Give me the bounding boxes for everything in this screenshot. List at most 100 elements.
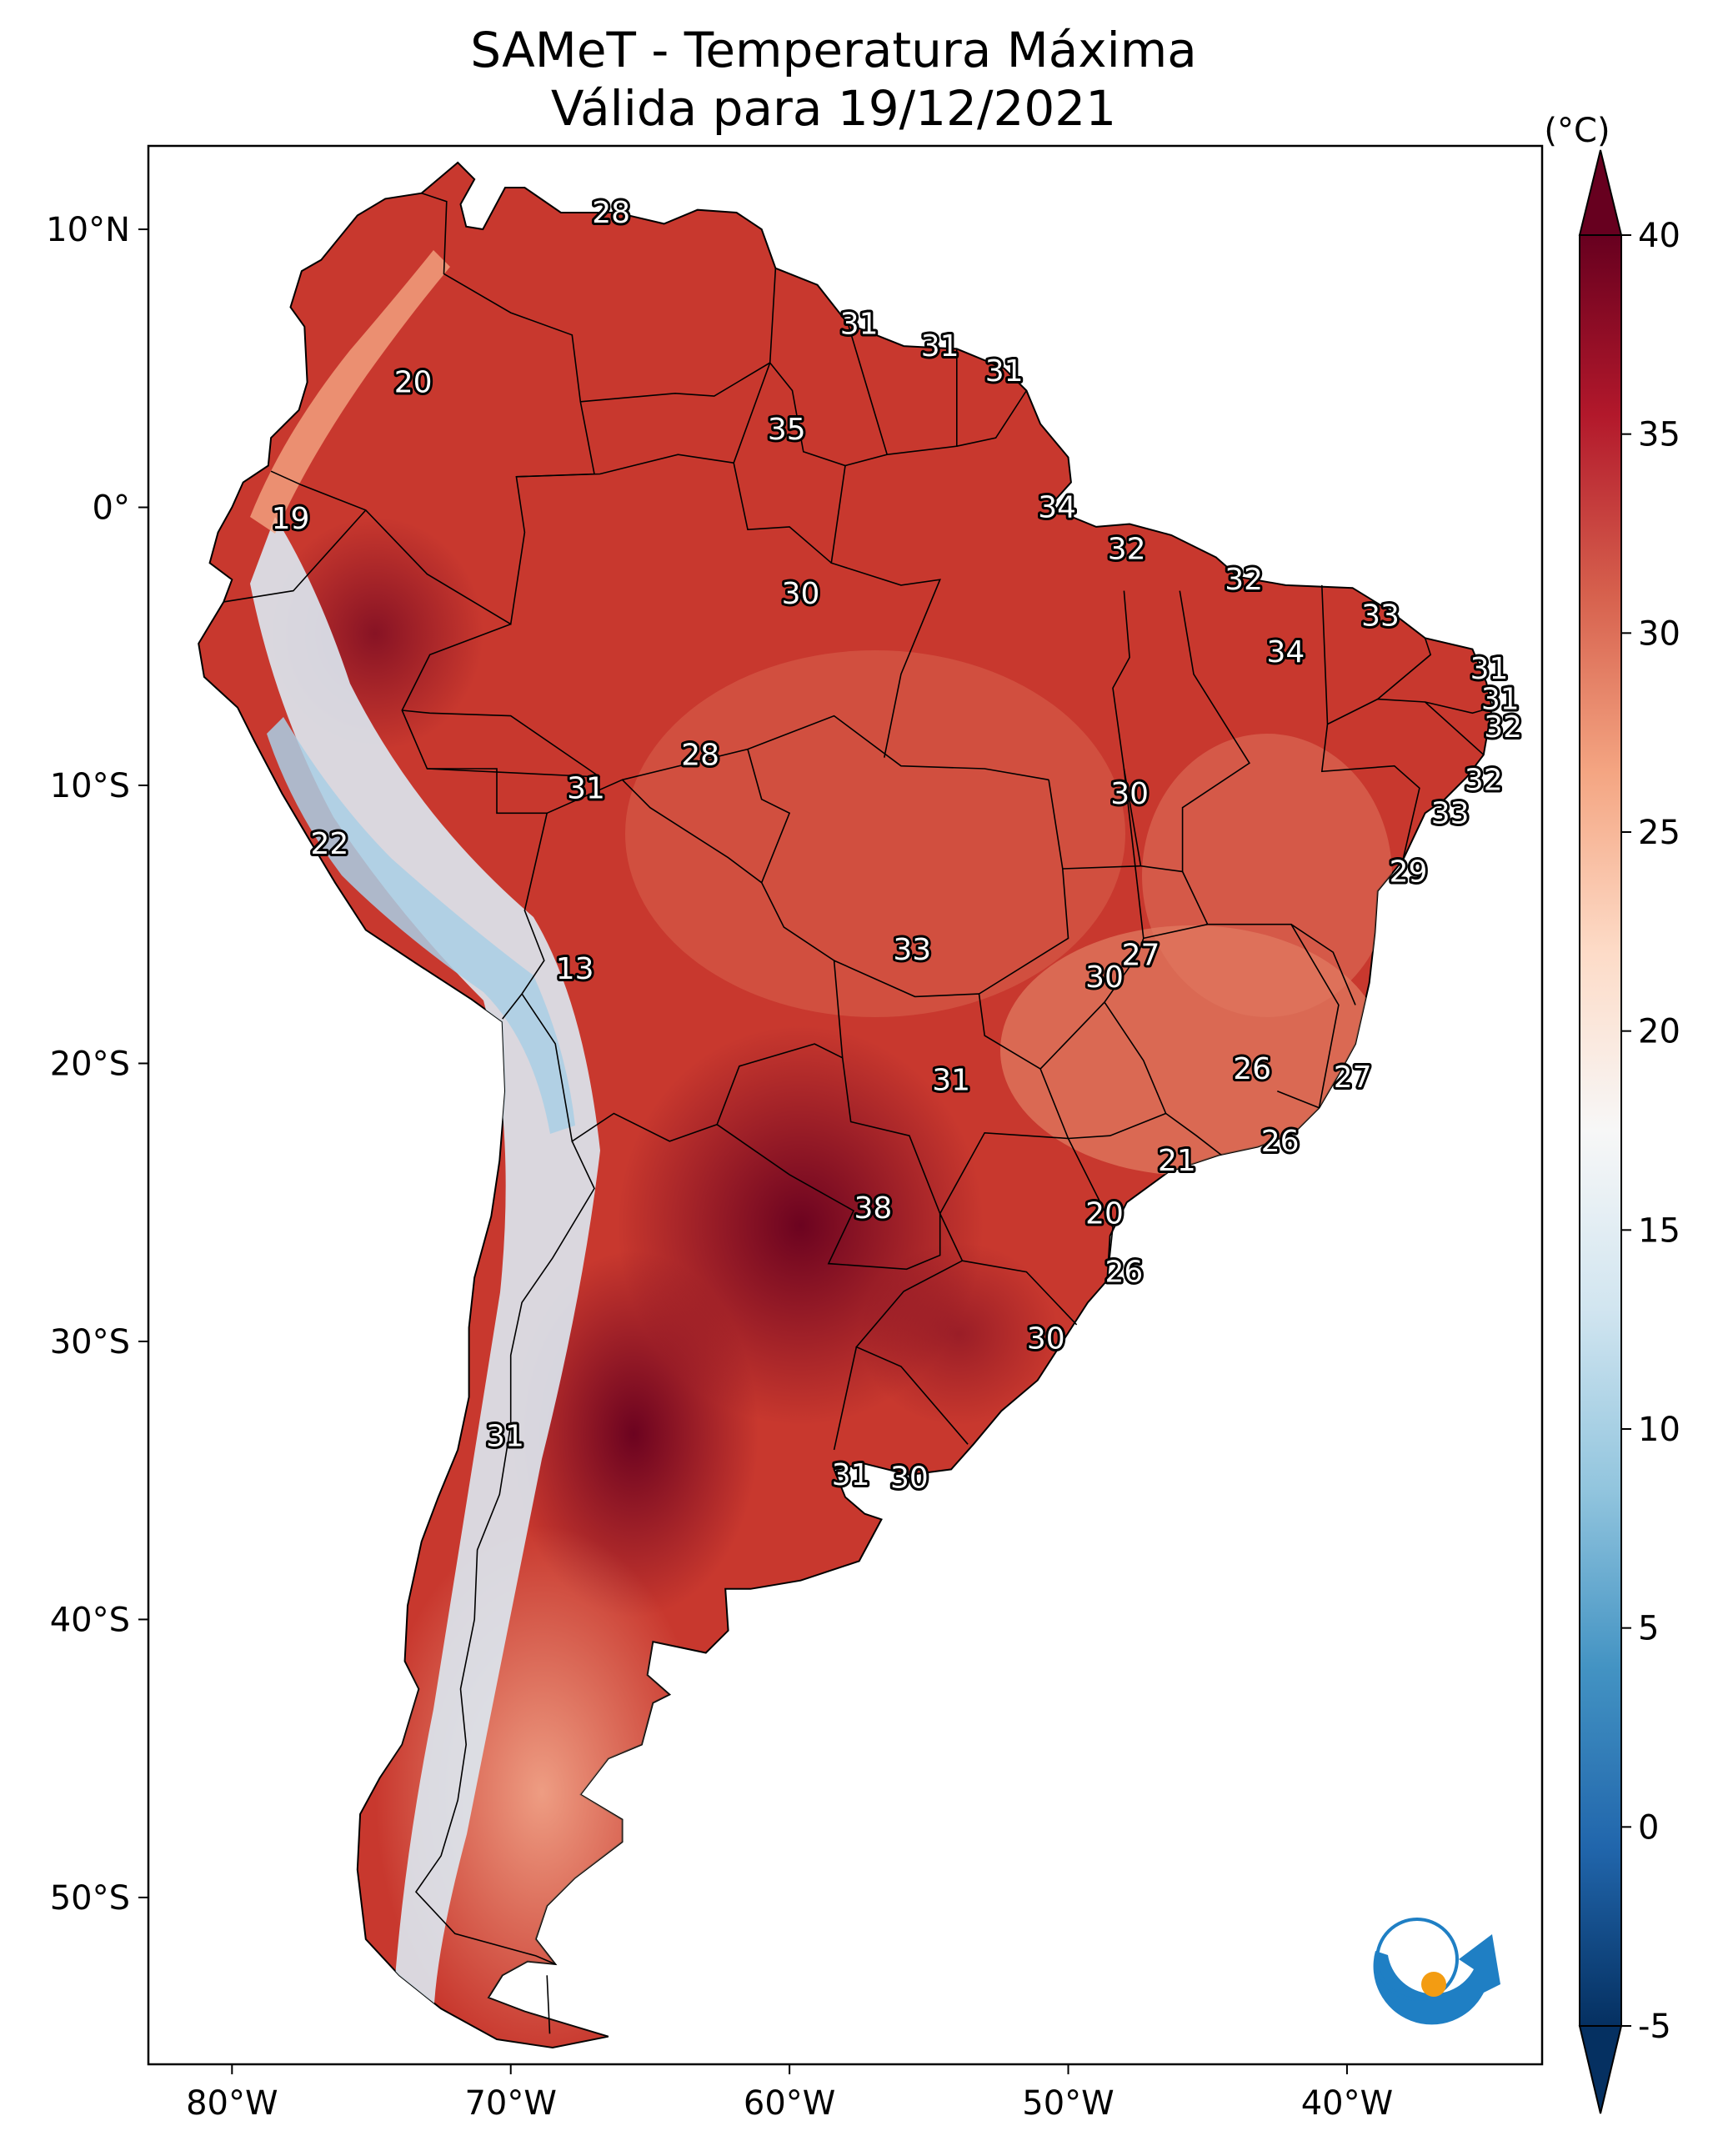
border-line — [1112, 590, 1183, 873]
latitude-tick-label: 10°S — [50, 767, 130, 805]
longitude-tick-label: 40°W — [1301, 2084, 1393, 2123]
border-line — [427, 768, 600, 778]
temperature-label: 22 — [310, 827, 348, 861]
temperature-label: 20 — [1085, 1197, 1124, 1231]
temperature-label: 29 — [1390, 855, 1428, 889]
temperature-label: 32 — [1225, 563, 1263, 597]
temperature-label: 20 — [394, 366, 433, 400]
country-borders — [223, 192, 1493, 2034]
border-line — [1179, 590, 1340, 1108]
border-line — [1290, 924, 1356, 1005]
border-line — [733, 463, 832, 564]
border-line — [1104, 1001, 1167, 1114]
border-line — [1277, 1091, 1320, 1109]
longitude-tick-label: 80°W — [186, 2084, 278, 2123]
border-line — [939, 780, 1069, 1214]
border-line — [830, 465, 941, 758]
temperature-label: 27 — [1334, 1060, 1372, 1095]
temperature-label: 32 — [1484, 710, 1522, 745]
andes-cool-band — [250, 517, 600, 2026]
border-line — [580, 268, 777, 403]
temperature-label: 34 — [1038, 491, 1076, 525]
inpe-logo-arc-icon — [1373, 1934, 1500, 2025]
colorbar-bottom-arrow — [1578, 2025, 1623, 2114]
inpe-logo — [1373, 1918, 1500, 2025]
border-line — [1377, 638, 1432, 700]
border-line — [622, 714, 1049, 781]
longitude-tick-label: 60°W — [744, 2084, 835, 2123]
temperature-label: 32 — [1108, 533, 1146, 567]
latitude-tick-label: 0° — [93, 489, 130, 528]
border-line — [747, 749, 791, 883]
border-line — [834, 960, 979, 998]
temperature-label: 33 — [1361, 599, 1400, 634]
latitude-tick-label: 10°N — [46, 211, 130, 249]
temperature-label: 21 — [1158, 1144, 1196, 1178]
border-line — [1327, 698, 1485, 755]
temperature-label: 27 — [1122, 938, 1160, 972]
temperature-label: 28 — [681, 738, 719, 772]
border-line — [1320, 584, 1420, 861]
border-line — [402, 709, 601, 778]
northern-andes-cool-band — [250, 250, 450, 534]
border-line — [833, 1346, 858, 1451]
map-title-line2: Válida para 19/12/2021 — [551, 80, 1116, 137]
border-line — [521, 779, 844, 1143]
colorbar-tick-label: 5 — [1638, 1610, 1659, 1648]
latitude-ticks: 10°N 0° 10°S 20°S 30°S 40°S 50°S — [46, 211, 148, 1918]
border-line — [855, 1213, 969, 1445]
inpe-logo-circle-icon — [1375, 1918, 1459, 2001]
temperature-label: 33 — [1431, 796, 1470, 830]
longitude-tick-label: 70°W — [464, 2084, 556, 2123]
border-line — [1425, 701, 1493, 714]
land-temperature-field — [198, 161, 1493, 2049]
temperature-label: 31 — [1481, 683, 1520, 717]
inpe-logo-sun-icon — [1421, 1972, 1446, 1997]
temperature-label: 30 — [1110, 777, 1149, 811]
temperature-label: 19 — [272, 502, 310, 536]
colorbar-tick-label: 30 — [1638, 614, 1680, 653]
colorbar-tick-label: 10 — [1638, 1411, 1680, 1449]
border-line — [1039, 923, 1208, 1070]
temperature-label: 30 — [782, 577, 820, 611]
map-title-line1: SAMeT - Temperatura Máxima — [470, 22, 1197, 78]
colorbar-top-arrow — [1578, 149, 1623, 236]
colorbar-body — [1579, 234, 1622, 2027]
argentina-hot-zone — [508, 1251, 759, 1617]
border-line — [716, 1057, 941, 1271]
bahia-mild-zone — [1142, 734, 1392, 1017]
temperature-label: 38 — [854, 1191, 892, 1226]
longitude-tick-label: 50°W — [1022, 2084, 1114, 2123]
colorbar: (°C) 40 35 30 25 20 15 10 5 0 -5 — [1544, 112, 1680, 2114]
colorbar-tick-label: 40 — [1638, 217, 1680, 255]
temperature-label: 31 — [985, 354, 1024, 389]
temperature-label: 31 — [921, 329, 959, 364]
temperature-label: 30 — [890, 1461, 929, 1495]
latitude-tick-label: 50°S — [50, 1879, 130, 1918]
border-line — [516, 362, 771, 478]
border-line — [546, 1975, 551, 2034]
latitude-tick-label: 40°S — [50, 1601, 130, 1639]
temperature-label: 26 — [1233, 1052, 1271, 1086]
temperature-label: 30 — [1085, 960, 1124, 995]
border-line — [401, 623, 548, 1020]
colorbar-ticks: 40 35 30 25 20 15 10 5 0 -5 — [1621, 217, 1680, 2046]
border-line — [962, 1260, 1078, 1326]
temperature-label: 32 — [1465, 763, 1503, 797]
andes-cold-core — [267, 717, 575, 1134]
latitude-tick-label: 20°S — [50, 1045, 130, 1083]
colorbar-unit: (°C) — [1544, 112, 1610, 150]
temperature-label: 28 — [592, 196, 630, 230]
temperature-label: 13 — [556, 952, 594, 986]
temperature-label: 26 — [1104, 1256, 1143, 1290]
temperature-label: 31 — [486, 1419, 524, 1453]
temperature-label: 33 — [893, 933, 931, 967]
border-line — [956, 390, 1028, 447]
colorbar-tick-label: 15 — [1638, 1211, 1680, 1250]
temperature-label: 34 — [1266, 635, 1305, 669]
border-line — [1062, 865, 1141, 870]
border-line — [414, 1141, 595, 1965]
colorbar-tick-label: 20 — [1638, 1013, 1680, 1051]
